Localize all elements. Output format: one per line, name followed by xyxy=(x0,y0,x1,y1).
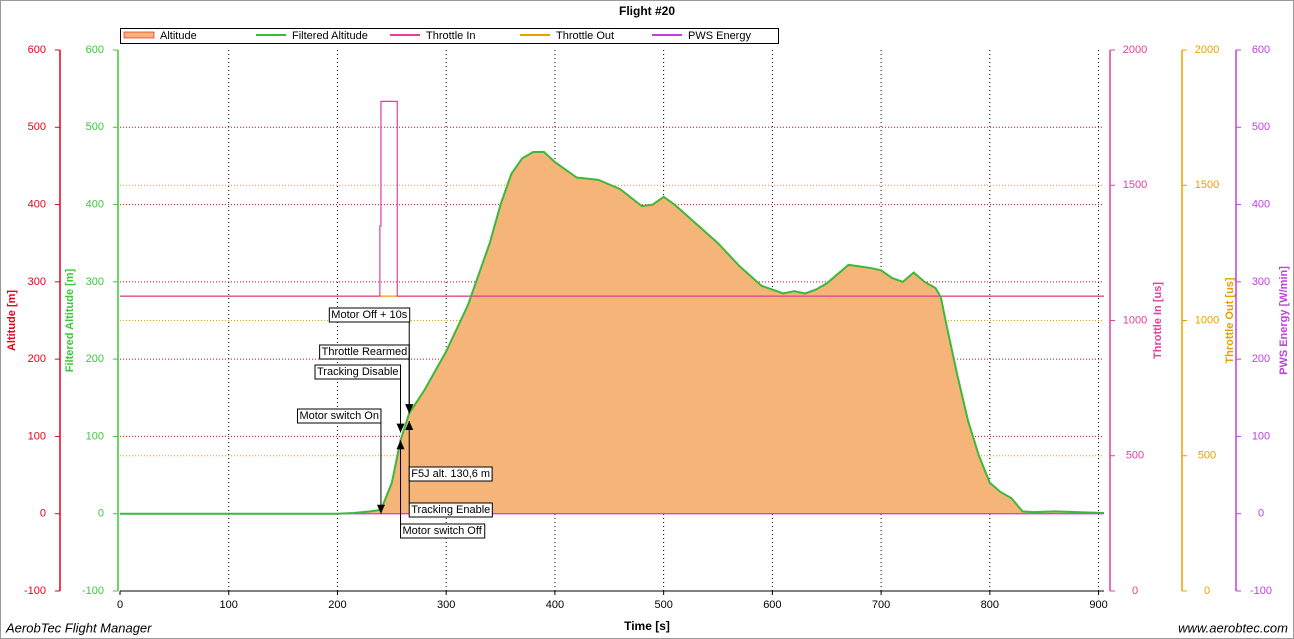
annotation-label: Motor switch On xyxy=(299,410,378,422)
y-tick-label: 200 xyxy=(1252,353,1270,365)
x-tick-label: 900 xyxy=(1089,599,1107,611)
y-tick-label: 2000 xyxy=(1195,44,1219,56)
footer-left: AerobTec Flight Manager xyxy=(5,620,152,635)
y-tick-label: 500 xyxy=(86,121,104,133)
y-tick-label: 500 xyxy=(1126,450,1144,462)
legend-label: PWS Energy xyxy=(688,30,751,42)
annotation-label: Motor switch Off xyxy=(403,525,483,537)
y-tick-label: 2000 xyxy=(1123,44,1147,56)
y-tick-label: 600 xyxy=(86,44,104,56)
x-tick-label: 200 xyxy=(328,599,346,611)
y-axis-title: PWS Energy [W/min] xyxy=(1278,266,1290,375)
y-tick-label: 0 xyxy=(40,508,46,520)
annotation-arrowhead xyxy=(405,404,414,414)
y-tick-label: 0 xyxy=(1132,585,1138,597)
y-tick-label: 400 xyxy=(1252,198,1270,210)
footer-right: www.aerobtec.com xyxy=(1178,620,1288,635)
legend-label: Altitude xyxy=(160,30,197,42)
x-tick-label: 300 xyxy=(437,599,455,611)
y-tick-label: 500 xyxy=(1252,121,1270,133)
legend xyxy=(120,28,779,44)
y-tick-label: 200 xyxy=(28,353,46,365)
line xyxy=(120,151,1105,515)
y-tick-label: 200 xyxy=(86,353,104,365)
annotation-label: Motor Off + 10s xyxy=(331,309,407,321)
y-tick-label: 600 xyxy=(1252,44,1270,56)
annotation-box xyxy=(296,408,382,424)
x-tick-label: 100 xyxy=(220,599,238,611)
y-tick-label: 100 xyxy=(28,430,46,442)
x-tick-label: 0 xyxy=(117,599,123,611)
annotation-arrowhead xyxy=(376,504,385,514)
y-tick-label: 300 xyxy=(1252,276,1270,288)
x-tick-label: 500 xyxy=(654,599,672,611)
annotation-box xyxy=(408,502,493,518)
area xyxy=(120,152,1104,514)
annotation-arrowhead xyxy=(396,440,405,450)
x-axis-title: Time [s] xyxy=(624,619,670,633)
annotation-label: Throttle Rearmed xyxy=(322,346,408,358)
line xyxy=(120,100,1104,297)
x-tick-label: 600 xyxy=(763,599,781,611)
y-tick-label: 500 xyxy=(28,121,46,133)
y-tick-label: 0 xyxy=(1204,585,1210,597)
annotation-arrowhead xyxy=(405,420,414,430)
legend-swatch xyxy=(123,31,155,39)
legend-label: Filtered Altitude xyxy=(292,30,368,42)
annotation-box xyxy=(408,466,493,482)
y-tick-label: 400 xyxy=(28,198,46,210)
y-tick-label: 1000 xyxy=(1123,314,1147,326)
y-tick-label: 1000 xyxy=(1195,314,1219,326)
y-tick-label: -100 xyxy=(82,585,104,597)
annotation-label: Tracking Disable xyxy=(317,366,399,378)
y-tick-label: 400 xyxy=(86,198,104,210)
chart-title: Flight #20 xyxy=(619,4,675,18)
y-tick-label: 300 xyxy=(28,276,46,288)
annotation-box xyxy=(328,307,411,323)
y-axis-title: Throttle In [us] xyxy=(1152,282,1164,359)
x-tick-label: 400 xyxy=(546,599,564,611)
y-tick-label: 1500 xyxy=(1123,179,1147,191)
y-tick-label: 300 xyxy=(86,276,104,288)
y-tick-label: 600 xyxy=(28,44,46,56)
x-tick-label: 800 xyxy=(981,599,999,611)
annotation-arrowhead xyxy=(396,423,405,433)
annotation-box xyxy=(314,364,402,380)
y-axis-title: Filtered Altitude [m] xyxy=(64,268,76,372)
y-tick-label: 100 xyxy=(1252,430,1270,442)
y-tick-label: 0 xyxy=(1258,508,1264,520)
y-tick-label: -100 xyxy=(24,585,46,597)
x-tick-label: 700 xyxy=(872,599,890,611)
annotation-label: Tracking Enable xyxy=(411,504,490,516)
y-tick-label: 500 xyxy=(1198,450,1216,462)
y-axis-title: Altitude [m] xyxy=(6,290,18,351)
y-tick-label: 0 xyxy=(98,508,104,520)
annotation-label: F5J alt. 130,6 m xyxy=(411,468,490,480)
annotation-box xyxy=(400,523,486,539)
legend-label: Throttle Out xyxy=(556,30,614,42)
y-tick-label: 100 xyxy=(86,430,104,442)
y-tick-label: 1500 xyxy=(1195,179,1219,191)
legend-label: Throttle In xyxy=(426,30,476,42)
y-axis-title: Throttle Out [us] xyxy=(1224,277,1236,363)
y-tick-label: -100 xyxy=(1250,585,1272,597)
